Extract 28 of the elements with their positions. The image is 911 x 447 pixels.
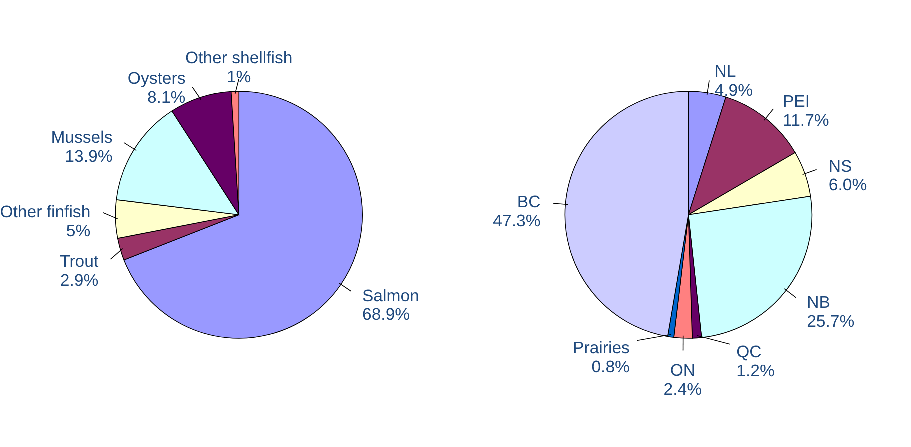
slice-label: NS [828,156,852,176]
slice-label: Other finfish [0,202,91,222]
slice-label: QC [736,342,762,362]
data-label: 13.9% [65,146,113,166]
slice-label: PEI [782,92,810,112]
data-label: 6.0% [828,176,868,195]
data-label: 68.9% [362,305,410,324]
slice-label: NL [714,62,736,82]
slice-label: Mussels [51,128,113,148]
data-label: 5% [66,221,91,240]
data-label: 25.7% [807,312,855,331]
slice-label: Salmon [362,286,420,306]
slice-label: ON [670,361,696,380]
data-label: 1.2% [736,361,775,380]
data-label: 2.4% [664,380,702,399]
slice-label: BC [517,192,541,212]
slice-label: Trout [60,252,99,272]
data-label: 4.9% [714,80,754,100]
slice-label: NB [807,293,830,312]
slice-label: Oysters [128,69,186,88]
slice-label: Other shellfish [185,48,293,68]
data-label: 8.1% [147,88,186,107]
slice-label: Prairies [573,338,630,358]
data-label: 2.9% [60,271,99,290]
data-label: 1% [226,67,252,86]
data-label: 11.7% [782,110,830,130]
data-label: 47.3% [493,211,541,230]
data-label: 0.8% [592,357,630,376]
